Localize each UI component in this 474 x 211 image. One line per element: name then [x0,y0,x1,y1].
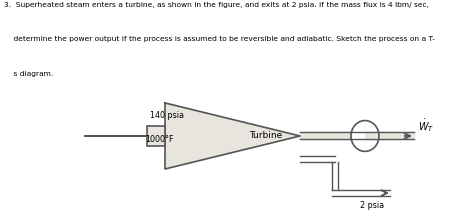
Polygon shape [165,103,300,169]
Text: $\dot{W}_T$: $\dot{W}_T$ [418,118,434,134]
Text: 3.  Superheated steam enters a turbine, as shown in the figure, and exits at 2 p: 3. Superheated steam enters a turbine, a… [4,2,429,8]
Bar [147,126,165,146]
Text: 1000°F: 1000°F [145,135,173,145]
Text: 140 psia: 140 psia [150,111,184,120]
Text: s diagram.: s diagram. [4,70,53,77]
Text: determine the power output if the process is assumed to be reversible and adiaba: determine the power output if the proces… [4,36,435,42]
Text: 2 psia: 2 psia [360,201,384,210]
Text: Turbine: Turbine [249,131,282,141]
